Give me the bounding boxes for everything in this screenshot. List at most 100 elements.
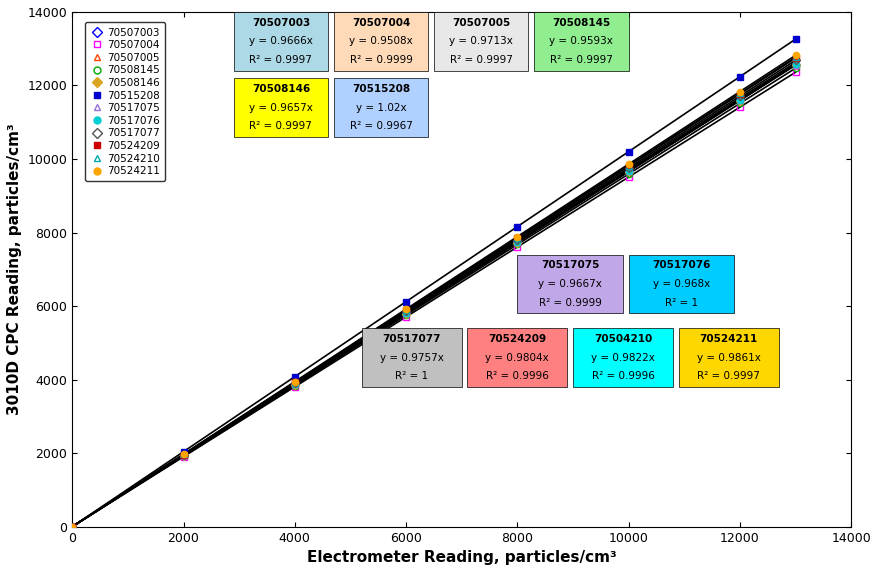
70517076 [789,61,800,67]
Line: 70517076: 70517076 [69,61,798,530]
70524209 [67,523,77,530]
Line: 70515208: 70515208 [69,36,798,530]
70507005 [178,452,189,459]
70524209 [623,163,633,170]
70515208 [734,73,745,80]
Text: R² = 1: R² = 1 [395,371,428,382]
Line: 70507004: 70507004 [69,69,798,530]
70517075 [178,452,189,459]
70517076 [623,168,633,174]
Text: y = 0.9822x: y = 0.9822x [590,352,654,363]
70524211 [67,523,77,530]
Text: 70504210: 70504210 [593,333,652,344]
70524210 [289,379,300,386]
Text: R² = 0.9996: R² = 0.9996 [485,371,548,382]
Text: y = 0.9713x: y = 0.9713x [449,37,512,46]
70507005 [511,237,522,244]
Text: 70517076: 70517076 [652,260,709,270]
70507003 [511,239,522,246]
70507004 [734,104,745,110]
70517077 [400,308,410,315]
70524211 [178,451,189,458]
Text: y = 0.9804x: y = 0.9804x [485,352,549,363]
FancyBboxPatch shape [361,328,461,387]
70508145 [400,312,410,319]
70507003 [67,523,77,530]
70507003 [400,310,410,317]
Line: 70507005: 70507005 [69,59,798,530]
70507005 [400,309,410,316]
Line: 70508145: 70508145 [69,65,798,530]
Text: 70507003: 70507003 [252,18,310,27]
70507005 [623,166,633,173]
Line: 70524209: 70524209 [69,55,798,530]
70524209 [289,379,300,386]
70517075 [289,381,300,388]
FancyBboxPatch shape [233,12,328,71]
Text: R² = 0.9997: R² = 0.9997 [249,55,312,65]
70515208 [511,223,522,230]
70508145 [734,100,745,107]
Text: 70507004: 70507004 [352,18,410,27]
70507005 [734,95,745,102]
70515208 [623,148,633,155]
70524210 [67,523,77,530]
70515208 [400,298,410,305]
70508145 [178,452,189,459]
70507005 [289,380,300,387]
X-axis label: Electrometer Reading, particles/cm³: Electrometer Reading, particles/cm³ [306,550,616,565]
FancyBboxPatch shape [333,12,428,71]
70507004 [178,453,189,460]
70508146 [400,310,410,317]
Text: R² = 0.9996: R² = 0.9996 [591,371,653,382]
Text: 70515208: 70515208 [352,84,410,94]
70515208 [178,448,189,455]
70517075 [623,168,633,174]
70524210 [789,54,800,61]
70507003 [289,381,300,388]
Text: R² = 0.9997: R² = 0.9997 [549,55,612,65]
Text: 70507005: 70507005 [452,18,510,27]
FancyBboxPatch shape [678,328,778,387]
70507004 [511,244,522,251]
Text: 70508145: 70508145 [552,18,610,27]
70508146 [789,62,800,69]
70524211 [623,161,633,168]
70517076 [178,452,189,459]
70517077 [623,165,633,172]
70524210 [623,162,633,169]
Text: 70517077: 70517077 [382,333,440,344]
Text: y = 0.9757x: y = 0.9757x [379,352,443,363]
70517075 [511,239,522,246]
70507005 [789,59,800,66]
Text: y = 0.9593x: y = 0.9593x [549,37,612,46]
Text: y = 0.9657x: y = 0.9657x [249,102,312,113]
Line: 70517077: 70517077 [69,57,798,530]
Line: 70508146: 70508146 [69,62,798,530]
Text: 70508146: 70508146 [252,84,310,94]
Text: R² = 1: R² = 1 [664,298,697,308]
70517075 [789,61,800,68]
70508146 [178,452,189,459]
70524211 [289,378,300,385]
70517077 [789,57,800,63]
Text: y = 0.9667x: y = 0.9667x [538,279,602,289]
Text: R² = 0.9999: R² = 0.9999 [349,55,412,65]
70524211 [400,305,410,312]
70524209 [734,91,745,98]
FancyBboxPatch shape [333,78,428,137]
70524210 [734,90,745,97]
70507004 [289,383,300,390]
70508145 [511,241,522,248]
70517075 [400,310,410,317]
70517077 [734,93,745,100]
70524210 [178,451,189,458]
Line: 70517075: 70517075 [69,62,798,530]
70507003 [623,168,633,174]
70517075 [67,523,77,530]
Text: y = 0.9861x: y = 0.9861x [696,352,759,363]
70508145 [67,523,77,530]
70508145 [623,170,633,177]
FancyBboxPatch shape [467,328,567,387]
70517077 [511,236,522,243]
